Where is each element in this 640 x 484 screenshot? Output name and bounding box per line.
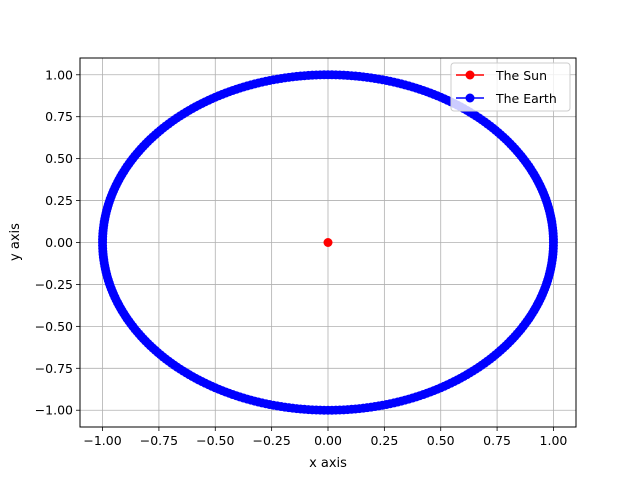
- y-tick-label: −0.50: [35, 319, 73, 334]
- y-tick-label: 0.50: [45, 151, 73, 166]
- y-tick-label: 0.00: [45, 235, 73, 250]
- legend-earth-marker: [465, 93, 475, 103]
- sun-point: [323, 238, 333, 247]
- x-tick-label: 0.25: [370, 433, 398, 448]
- x-tick-label: 1.00: [540, 433, 568, 448]
- x-tick-label: 0.50: [427, 433, 455, 448]
- x-tick-label: −0.75: [140, 433, 178, 448]
- y-tick-label: −1.00: [35, 403, 73, 418]
- legend-earth-label: The Earth: [495, 91, 557, 106]
- legend: The Sun The Earth: [450, 62, 571, 112]
- y-tick-label: 1.00: [45, 67, 73, 82]
- sun-series: [323, 238, 333, 247]
- x-tick-label: −1.00: [83, 433, 121, 448]
- x-tick-label: 0.00: [314, 433, 342, 448]
- x-tick-label: −0.25: [252, 433, 290, 448]
- x-axis-label: x axis: [309, 456, 347, 471]
- x-ticks: −1.00 −0.75 −0.50 −0.25 0.00 0.25 0.50 0.75 1.00: [83, 427, 567, 448]
- earth-series: [98, 70, 558, 415]
- x-tick-label: 0.75: [483, 433, 511, 448]
- y-axis-label: y axis: [8, 223, 23, 261]
- x-tick-label: −0.50: [196, 433, 234, 448]
- legend-sun-marker: [465, 70, 475, 80]
- y-tick-label: 0.75: [45, 109, 73, 124]
- earth-point: [548, 240, 558, 250]
- y-tick-label: −0.25: [35, 277, 73, 292]
- y-tick-label: −0.75: [35, 361, 73, 376]
- y-ticks: −1.00 −0.75 −0.50 −0.25 0.00 0.25 0.50 0.75 1.00: [35, 67, 80, 418]
- legend-sun-label: The Sun: [495, 68, 547, 83]
- y-tick-label: 0.25: [45, 193, 73, 208]
